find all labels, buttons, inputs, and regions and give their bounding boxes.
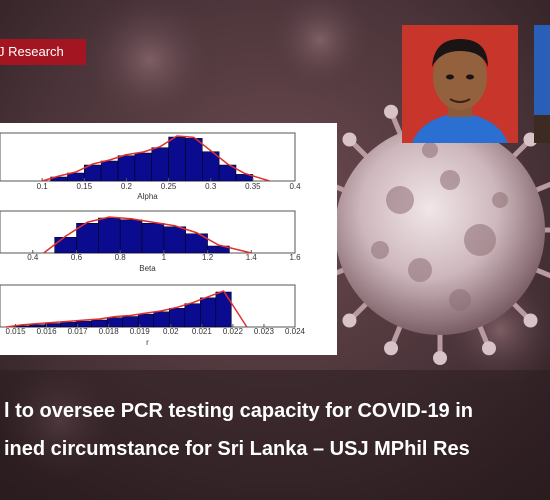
tick-label: 0.02 <box>163 327 179 336</box>
tick-label: 0.017 <box>68 327 89 336</box>
density-fit-line <box>41 135 270 182</box>
tick-label: 1 <box>162 253 167 262</box>
category-badge[interactable]: J Research <box>0 39 86 65</box>
histogram-bar <box>184 303 201 328</box>
tick-label: 1.4 <box>246 253 258 262</box>
tick-label: 0.015 <box>6 327 27 336</box>
histogram-bar <box>185 233 208 254</box>
histogram-bar <box>91 319 108 328</box>
tick-label: 0.35 <box>245 182 261 191</box>
histogram-bar <box>98 217 121 254</box>
histogram-bar <box>207 245 230 254</box>
tick-label: 0.8 <box>115 253 127 262</box>
histogram-bar <box>185 138 203 182</box>
histogram-bar <box>168 136 186 182</box>
histogram-bar <box>235 174 254 182</box>
tick-label: 0.016 <box>37 327 58 336</box>
tick-label: 0.021 <box>192 327 213 336</box>
headline-line-1[interactable]: l to oversee PCR testing capacity for CO… <box>4 400 474 422</box>
histogram-bar <box>151 147 169 182</box>
tick-label: 0.3 <box>205 182 217 191</box>
histogram-bar <box>134 152 152 182</box>
tick-label: 1.6 <box>289 253 301 262</box>
tick-label: 0.024 <box>285 327 306 336</box>
second-portrait-photo <box>534 25 550 143</box>
tick-label: 0.023 <box>254 327 275 336</box>
tick-label: 0.2 <box>121 182 133 191</box>
histogram-charts: 0.1 0.15 0.2 0.25 0.3 0.35 0.4 Alpha 0.4 0.6 0.8 1 1… <box>0 132 306 347</box>
histogram-bar <box>122 316 139 328</box>
histogram-bar <box>153 311 170 328</box>
tick-label: 0.018 <box>99 327 120 336</box>
histogram-bar <box>215 291 232 328</box>
tick-label: 0.15 <box>76 182 92 191</box>
histogram-bar <box>117 155 136 182</box>
tick-label: 1.2 <box>202 253 214 262</box>
axis-label-r: r <box>146 338 149 347</box>
headline-line-2[interactable]: ined circumstance for Sri Lanka – USJ MP… <box>4 438 470 460</box>
tick-label: 0.4 <box>289 182 301 191</box>
tick-label: 0.4 <box>27 253 39 262</box>
density-fit-line <box>43 216 252 254</box>
density-fit-line <box>6 290 248 328</box>
histogram-bar <box>54 237 77 254</box>
histogram-bar <box>200 297 217 328</box>
tick-label: 0.019 <box>130 327 151 336</box>
tick-label: 0.6 <box>71 253 83 262</box>
axis-label-beta: Beta <box>139 264 156 273</box>
histogram-bar <box>67 172 85 182</box>
tick-label: 0.022 <box>223 327 244 336</box>
researcher-portrait-photo <box>402 25 518 143</box>
histogram-bar <box>119 219 143 254</box>
axis-label-alpha: Alpha <box>137 192 158 201</box>
histogram-bar <box>218 164 237 182</box>
histogram-bar <box>168 308 186 328</box>
histogram-bar <box>106 317 123 328</box>
tick-label: 0.1 <box>37 182 49 191</box>
histogram-bar <box>137 313 154 328</box>
histogram-bar <box>141 223 165 254</box>
histogram-bar <box>100 160 119 182</box>
histogram-bar <box>163 226 186 254</box>
tick-label: 0.25 <box>161 182 177 191</box>
histogram-figure-panel: 0.1 0.15 0.2 0.25 0.3 0.35 0.4 Alpha 0.4 0.6 0.8 1 1… <box>0 123 337 355</box>
